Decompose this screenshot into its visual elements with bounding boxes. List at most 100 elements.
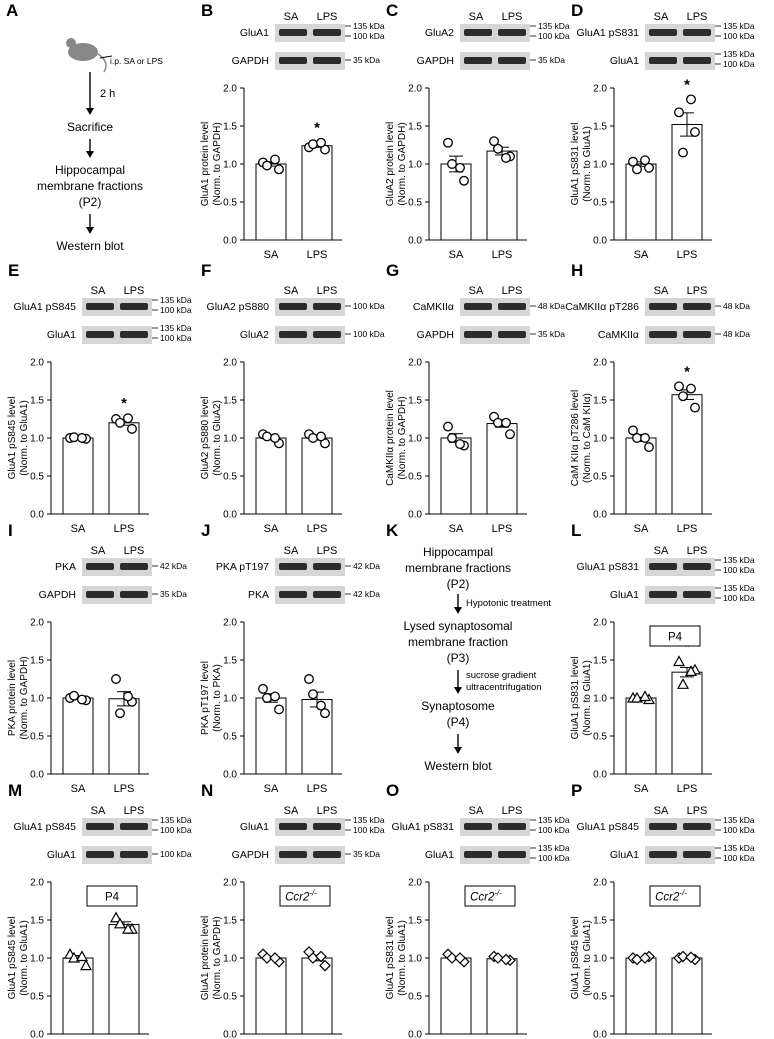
bar-sa xyxy=(440,163,472,241)
size-marker-label: 42 kDa xyxy=(353,589,380,599)
data-point xyxy=(261,952,273,964)
bar-lps xyxy=(671,671,703,775)
size-marker-label: 35 kDa xyxy=(538,329,565,339)
y-tick-label: 0.5 xyxy=(223,198,237,209)
x-tick-label: LPS xyxy=(492,523,513,535)
blot-image xyxy=(82,558,152,576)
blot-row-label: GluA1 xyxy=(425,849,454,861)
data-point xyxy=(319,959,331,972)
significance-star: * xyxy=(121,395,127,412)
y-axis-label: GluA1 protein level xyxy=(200,916,211,1001)
blot-image xyxy=(460,24,530,42)
data-point xyxy=(676,678,690,689)
data-point xyxy=(500,953,512,966)
data-point xyxy=(493,417,503,428)
x-tick-label: LPS xyxy=(677,249,698,261)
y-axis-label: PKA protein level xyxy=(7,660,18,736)
y-tick-label: 0.5 xyxy=(223,992,237,1003)
y-tick-label: 0.0 xyxy=(408,1030,422,1039)
y-axis-label: GluA1 pS831 level xyxy=(385,917,396,1000)
x-tick-label: SA xyxy=(264,523,279,535)
panel-letter: E xyxy=(8,261,19,280)
data-point xyxy=(447,433,457,443)
data-point xyxy=(493,143,503,154)
y-tick-label: 0.0 xyxy=(223,1030,237,1039)
mouse-icon xyxy=(66,38,113,73)
data-point xyxy=(304,674,314,684)
blot-image xyxy=(275,846,345,864)
y-tick-label: 0.5 xyxy=(593,732,607,743)
bar-sa xyxy=(62,437,94,515)
x-tick-label: LPS xyxy=(307,523,328,535)
flow-treatment: Hypotonic treatment xyxy=(466,598,551,609)
y-tick-label: 1.0 xyxy=(408,954,422,965)
lane-label-lps: LPS xyxy=(124,805,145,817)
data-point xyxy=(644,162,654,173)
blot-image xyxy=(645,24,715,42)
bar-lps xyxy=(108,422,140,515)
data-point xyxy=(109,911,123,923)
y-axis-label: PKA pT197 level xyxy=(200,661,211,735)
flow-arrow xyxy=(454,594,462,614)
y-axis-label: GluA1 pS845 level xyxy=(7,397,18,480)
data-point xyxy=(686,94,696,105)
size-marker-label: 100 kDa xyxy=(160,305,192,315)
condition-tag-label: Ccr2-/- xyxy=(655,889,687,904)
lane-label-lps: LPS xyxy=(687,11,708,23)
y-axis-label: GluA1 pS831 level xyxy=(570,123,581,206)
data-point xyxy=(638,690,652,702)
lane-label-lps: LPS xyxy=(317,545,338,557)
y-tick-label: 0.0 xyxy=(30,510,44,521)
size-marker-label: 100 kDa xyxy=(538,853,570,863)
y-tick-label: 1.5 xyxy=(223,122,237,133)
y-tick-label: 2.0 xyxy=(593,358,607,369)
blot-image xyxy=(275,298,345,316)
panel-letter: G xyxy=(386,261,399,280)
y-tick-label: 1.5 xyxy=(593,656,607,667)
y-tick-label: 0.0 xyxy=(408,236,422,247)
size-marker-label: 135 kDa xyxy=(723,843,755,853)
y-tick-label: 1.0 xyxy=(593,160,607,171)
y-tick-label: 0.0 xyxy=(593,770,607,781)
flow-step: Hippocampal xyxy=(55,163,125,177)
bar-sa xyxy=(255,957,287,1035)
bar-lps xyxy=(301,437,333,515)
y-tick-label: 0.0 xyxy=(593,510,607,521)
data-point xyxy=(443,421,453,432)
data-point xyxy=(628,156,638,167)
panel-letter: M xyxy=(8,781,22,800)
lane-label-lps: LPS xyxy=(317,285,338,297)
data-point xyxy=(678,391,688,402)
y-tick-label: 2.0 xyxy=(223,618,237,629)
bar-lps xyxy=(671,123,703,241)
y-tick-label: 0.5 xyxy=(593,992,607,1003)
y-tick-label: 1.0 xyxy=(30,434,44,445)
bar-sa xyxy=(440,957,472,1035)
data-point xyxy=(640,433,650,443)
size-marker-label: 135 kDa xyxy=(160,295,192,305)
bar-lps xyxy=(671,957,703,1035)
data-point xyxy=(674,107,684,118)
y-tick-label: 2.0 xyxy=(408,878,422,889)
bar-sa xyxy=(62,957,94,1035)
condition-tag: P4 xyxy=(86,885,138,907)
blot-row-label: GAPDH xyxy=(417,55,454,67)
data-point xyxy=(644,442,654,453)
flow-step: Synaptosome xyxy=(421,699,495,713)
y-axis-label-sub: (Norm. to CaM KIIα) xyxy=(582,393,593,483)
data-point xyxy=(75,950,89,962)
y-tick-label: 1.5 xyxy=(223,396,237,407)
blot-row-label: CaMKIIα pT286 xyxy=(565,301,639,313)
y-tick-label: 1.0 xyxy=(593,434,607,445)
y-tick-label: 1.0 xyxy=(408,434,422,445)
bar-lps xyxy=(671,394,703,515)
blot-image xyxy=(82,326,152,344)
x-tick-label: SA xyxy=(71,783,86,795)
y-tick-label: 0.0 xyxy=(223,770,237,781)
x-tick-label: LPS xyxy=(114,783,135,795)
data-point xyxy=(501,152,511,163)
data-point xyxy=(443,137,453,148)
blot-image xyxy=(645,558,715,576)
lane-label-lps: LPS xyxy=(502,805,523,817)
